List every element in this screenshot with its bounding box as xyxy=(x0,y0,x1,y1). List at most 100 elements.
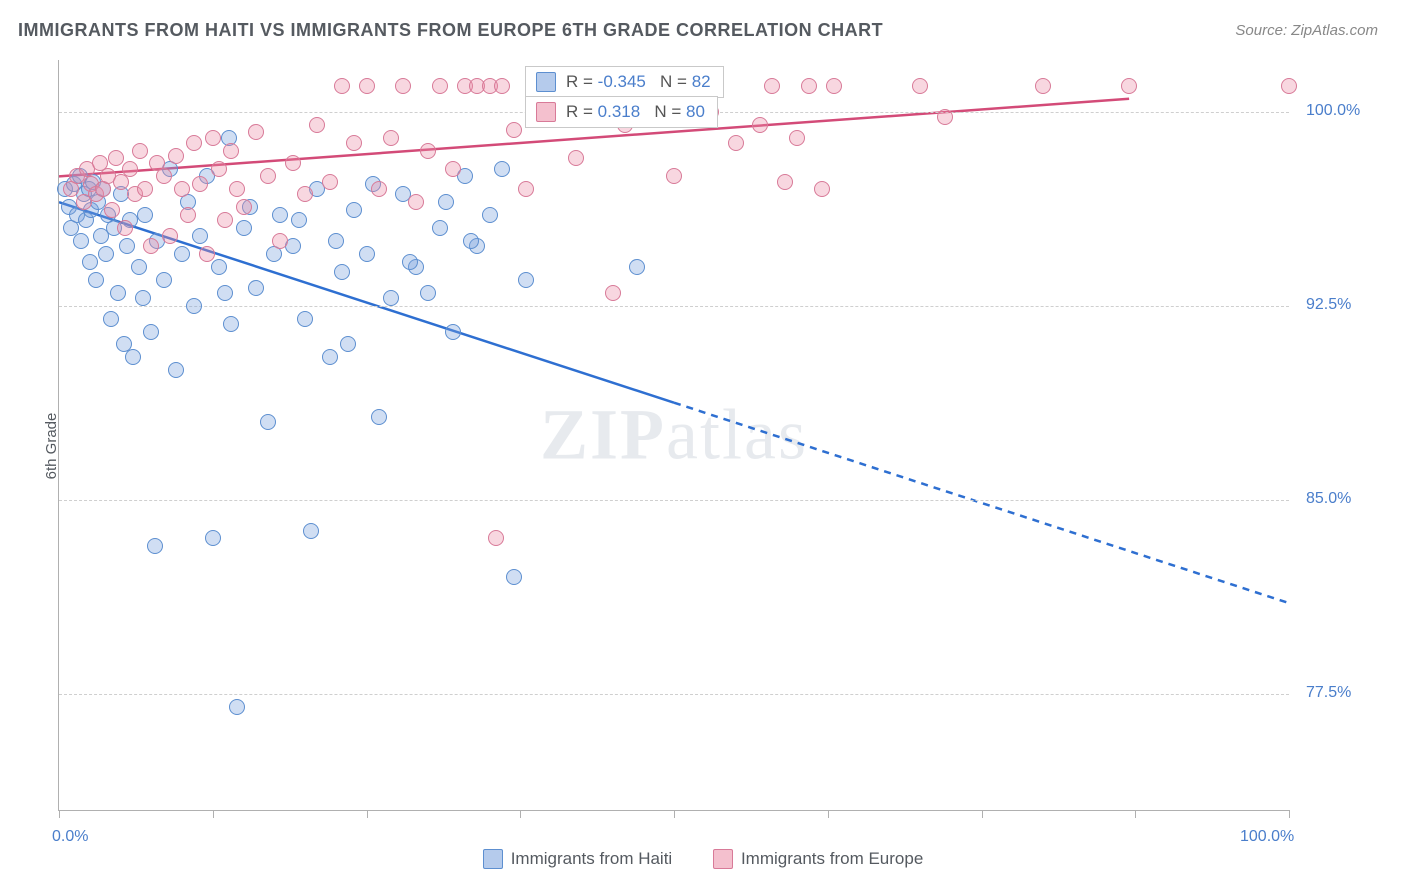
data-point xyxy=(402,254,418,270)
gridline xyxy=(59,306,1289,307)
gridline xyxy=(59,500,1289,501)
x-tick-label: 100.0% xyxy=(1240,828,1294,846)
stats-r-label: R = xyxy=(566,102,598,121)
legend-label-haiti: Immigrants from Haiti xyxy=(511,849,673,869)
stats-n-label: N = xyxy=(654,102,686,121)
data-point xyxy=(248,124,264,140)
y-tick-label: 77.5% xyxy=(1306,684,1351,702)
stats-r-value: -0.345 xyxy=(598,72,646,91)
data-point xyxy=(211,259,227,275)
legend-swatch-europe xyxy=(713,849,733,869)
data-point xyxy=(156,168,172,184)
x-tick xyxy=(213,810,214,818)
legend-item-europe: Immigrants from Europe xyxy=(713,849,923,869)
data-point xyxy=(73,233,89,249)
legend-swatch-haiti xyxy=(483,849,503,869)
data-point xyxy=(371,409,387,425)
data-point xyxy=(192,176,208,192)
stats-box: R = 0.318 N = 80 xyxy=(525,96,718,128)
data-point xyxy=(98,246,114,262)
y-tick-label: 85.0% xyxy=(1306,490,1351,508)
data-point xyxy=(912,78,928,94)
data-point xyxy=(162,228,178,244)
data-point xyxy=(131,259,147,275)
trend-line-solid xyxy=(59,202,674,402)
data-point xyxy=(789,130,805,146)
data-point xyxy=(1035,78,1051,94)
data-point xyxy=(211,161,227,177)
data-point xyxy=(285,155,301,171)
data-point xyxy=(174,181,190,197)
data-point xyxy=(359,78,375,94)
watermark-rest: atlas xyxy=(666,395,808,475)
data-point xyxy=(518,181,534,197)
data-point xyxy=(666,168,682,184)
data-point xyxy=(518,272,534,288)
x-tick xyxy=(828,810,829,818)
data-point xyxy=(113,174,129,190)
data-point xyxy=(122,161,138,177)
stats-r-label: R = xyxy=(566,72,598,91)
stats-r-value: 0.318 xyxy=(598,102,641,121)
data-point xyxy=(229,181,245,197)
data-point xyxy=(463,233,479,249)
data-point xyxy=(408,194,424,210)
data-point xyxy=(346,202,362,218)
data-point xyxy=(143,324,159,340)
trend-line-dashed xyxy=(674,403,1289,603)
data-point xyxy=(108,150,124,166)
source-attribution: Source: ZipAtlas.com xyxy=(1235,22,1378,39)
data-point xyxy=(494,161,510,177)
data-point xyxy=(137,207,153,223)
y-tick-label: 100.0% xyxy=(1306,102,1360,120)
stats-swatch xyxy=(536,72,556,92)
data-point xyxy=(395,78,411,94)
data-point xyxy=(826,78,842,94)
chart-title: IMMIGRANTS FROM HAITI VS IMMIGRANTS FROM… xyxy=(18,20,883,41)
x-tick xyxy=(982,810,983,818)
data-point xyxy=(236,199,252,215)
data-point xyxy=(728,135,744,151)
data-point xyxy=(132,143,148,159)
data-point xyxy=(168,362,184,378)
data-point xyxy=(260,168,276,184)
x-tick xyxy=(520,810,521,818)
gridline xyxy=(59,694,1289,695)
legend-item-haiti: Immigrants from Haiti xyxy=(483,849,673,869)
data-point xyxy=(205,530,221,546)
data-point xyxy=(236,220,252,236)
data-point xyxy=(248,280,264,296)
data-point xyxy=(605,285,621,301)
data-point xyxy=(217,285,233,301)
data-point xyxy=(568,150,584,166)
x-tick xyxy=(59,810,60,818)
stats-n-value: 80 xyxy=(686,102,705,121)
source-name: ZipAtlas.com xyxy=(1291,22,1378,39)
plot-area: ZIPatlas R = -0.345 N = 82R = 0.318 N = … xyxy=(58,60,1289,811)
data-point xyxy=(119,238,135,254)
data-point xyxy=(445,161,461,177)
data-point xyxy=(272,233,288,249)
data-point xyxy=(192,228,208,244)
data-point xyxy=(291,212,307,228)
data-point xyxy=(322,349,338,365)
data-point xyxy=(814,181,830,197)
data-point xyxy=(322,174,338,190)
data-point xyxy=(420,285,436,301)
x-tick xyxy=(674,810,675,818)
data-point xyxy=(199,246,215,262)
data-point xyxy=(82,254,98,270)
data-point xyxy=(445,324,461,340)
data-point xyxy=(272,207,288,223)
data-point xyxy=(297,311,313,327)
data-point xyxy=(334,264,350,280)
data-point xyxy=(1281,78,1297,94)
watermark-bold: ZIP xyxy=(540,395,666,475)
data-point xyxy=(420,143,436,159)
x-tick xyxy=(1289,810,1290,818)
stats-n-label: N = xyxy=(660,72,692,91)
data-point xyxy=(309,117,325,133)
data-point xyxy=(88,272,104,288)
data-point xyxy=(103,311,119,327)
data-point xyxy=(494,78,510,94)
